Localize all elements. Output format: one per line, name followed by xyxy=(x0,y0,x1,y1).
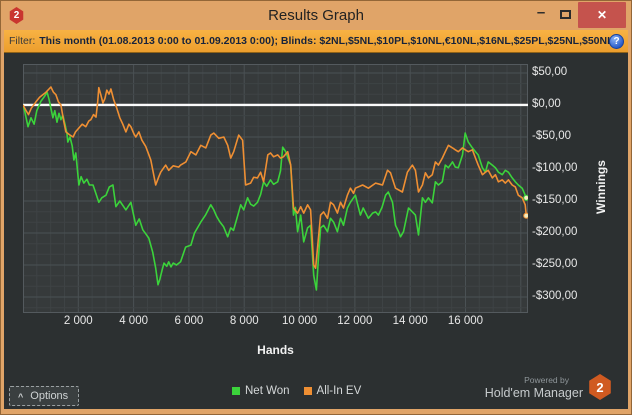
filter-value: This month (01.08.2013 0:00 to 01.09.201… xyxy=(39,35,614,47)
series-line-net-won xyxy=(23,91,528,291)
hm2-logo-icon: 2 xyxy=(589,374,611,400)
title-bar[interactable]: 2 Results Graph – ✕ xyxy=(0,0,632,30)
y-tick-label: -$250,00 xyxy=(532,257,578,270)
close-button[interactable]: ✕ xyxy=(578,2,626,28)
legend-item-all-in-ev: All-In EV xyxy=(303,385,362,397)
y-tick-label: -$100,00 xyxy=(532,161,578,174)
y-tick-label: $50,00 xyxy=(532,65,568,78)
powered-by-line1: Powered by xyxy=(524,374,569,385)
window-content: Filter: This month (01.08.2013 0:00 to 0… xyxy=(4,30,628,409)
x-tick-label: 4 000 xyxy=(119,315,148,327)
y-axis-title: Winnings xyxy=(594,160,608,214)
powered-by-line2: Hold'em Manager xyxy=(484,385,583,400)
powered-by-text: Powered by Hold'em Manager xyxy=(485,375,583,400)
x-tick-label: 6 000 xyxy=(174,315,204,327)
legend-label: All-In EV xyxy=(316,385,362,397)
series-line-all-in-ev xyxy=(23,86,528,269)
chevron-up-icon: ^ xyxy=(18,391,24,402)
chart-legend: Net Won All-In EV xyxy=(232,385,361,397)
series-end-marker-all-in-ev xyxy=(523,212,528,219)
powered-by-block: Powered by Hold'em Manager 2 xyxy=(485,374,612,400)
x-tick-label: 10 000 xyxy=(281,315,318,327)
y-tick-label: -$50,00 xyxy=(532,129,572,142)
legend-item-net-won: Net Won xyxy=(232,385,290,397)
y-tick-label: -$200,00 xyxy=(532,225,578,238)
y-tick-label: -$150,00 xyxy=(532,193,578,206)
legend-swatch-icon xyxy=(303,387,312,395)
y-tick-label: $0,00 xyxy=(532,97,561,110)
filter-label: Filter: xyxy=(9,35,36,47)
help-icon[interactable]: ? xyxy=(609,34,624,49)
legend-swatch-icon xyxy=(232,387,240,395)
x-axis-title: Hands xyxy=(257,343,294,357)
x-tick-label: 8 000 xyxy=(229,315,259,327)
x-tick-label: 16 000 xyxy=(447,315,484,327)
minimize-button[interactable]: – xyxy=(536,4,546,21)
y-tick-label: -$300,00 xyxy=(532,289,578,302)
series-end-marker-net-won xyxy=(523,194,528,201)
legend-label: Net Won xyxy=(245,385,290,397)
plot-border xyxy=(23,64,528,313)
x-tick-label: 12 000 xyxy=(337,315,373,327)
window-title: Results Graph xyxy=(268,7,364,24)
options-button[interactable]: ^ Options xyxy=(9,386,80,406)
maximize-icon xyxy=(559,10,571,19)
filter-bar[interactable]: Filter: This month (01.08.2013 0:00 to 0… xyxy=(4,30,628,53)
results-chart xyxy=(23,64,528,313)
hm2-app-logo-icon: 2 xyxy=(9,7,24,24)
maximize-button[interactable] xyxy=(554,0,576,28)
x-tick-label: 14 000 xyxy=(392,315,428,327)
options-button-label: Options xyxy=(30,389,69,402)
x-tick-label: 2 000 xyxy=(63,315,93,327)
